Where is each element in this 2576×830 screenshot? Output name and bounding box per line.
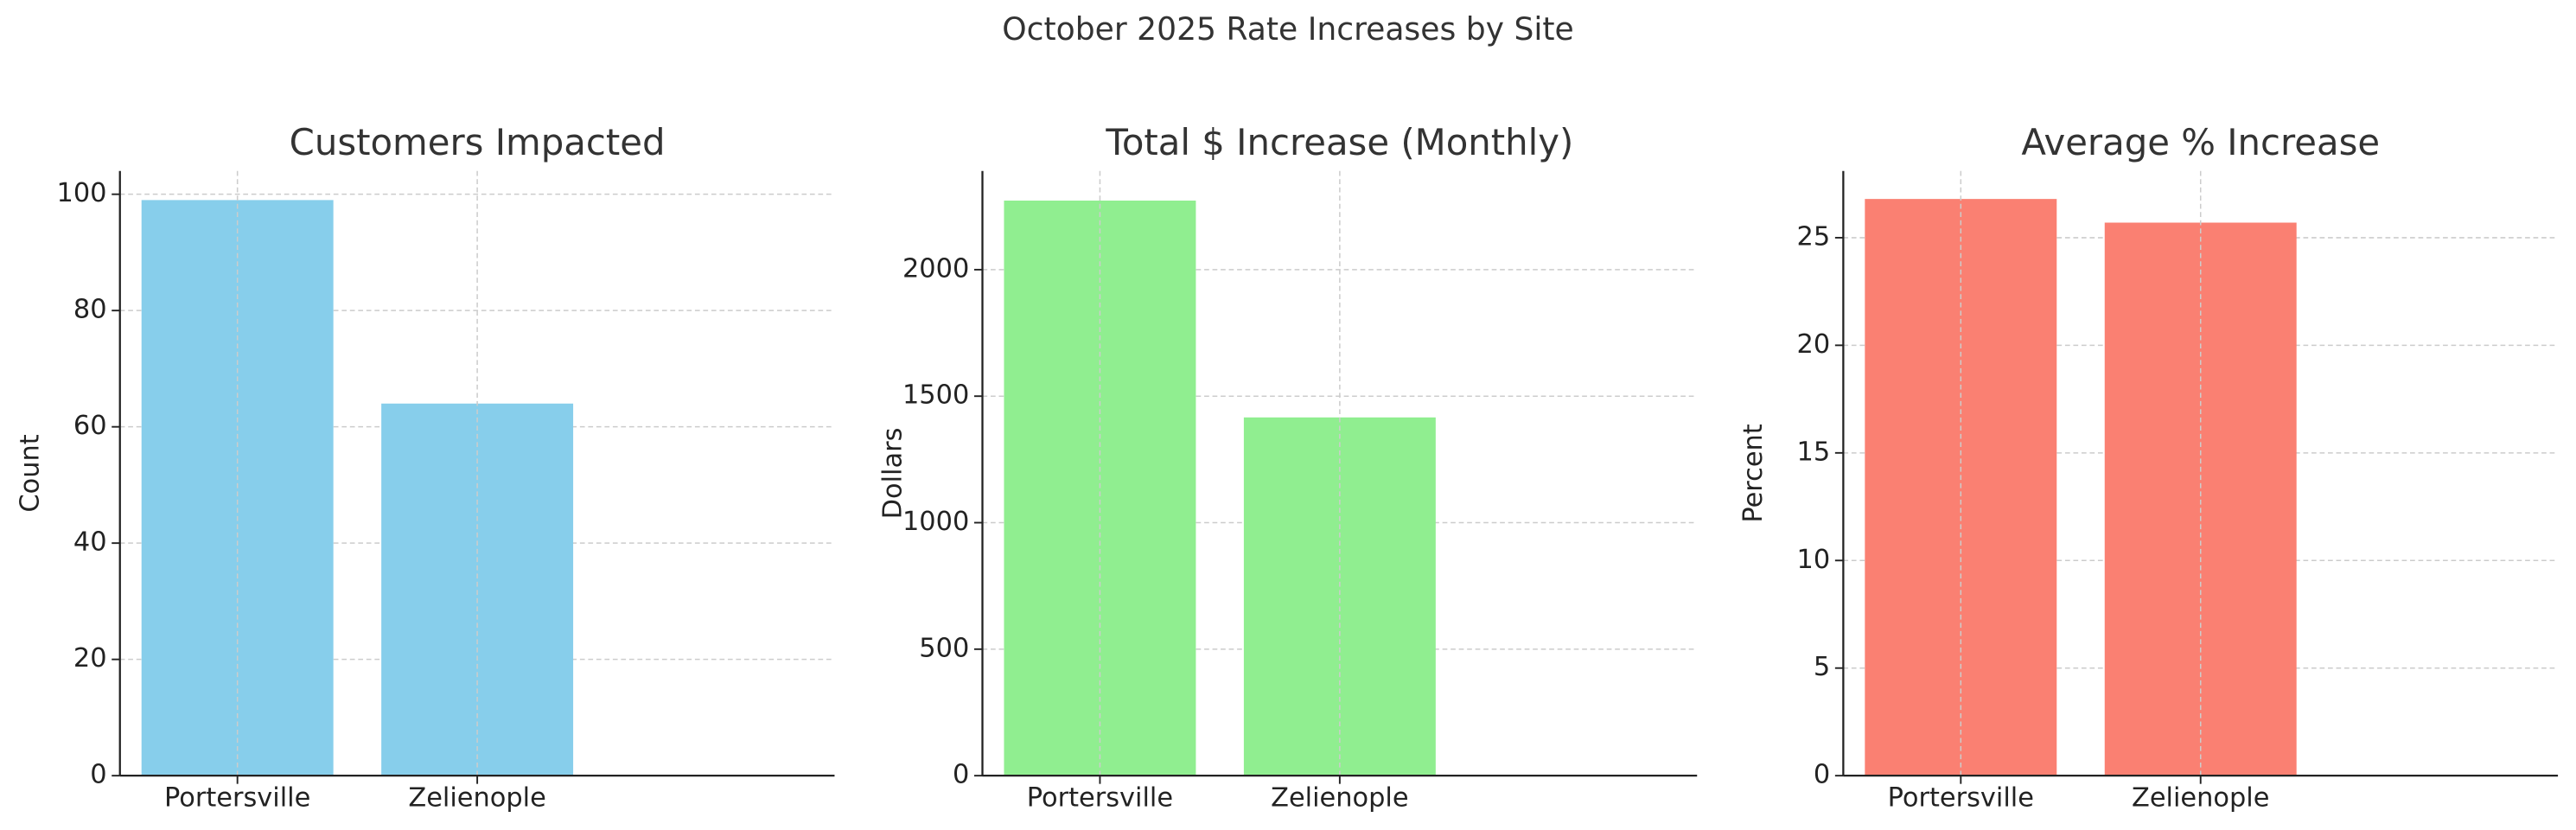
chart-title: Average % Increase [2021,121,2380,163]
y-tick-label: 20 [73,643,107,674]
y-tick-label: 60 [73,411,107,441]
y-tick-label: 0 [1814,760,1830,790]
y-tick-label: 2000 [902,253,969,284]
y-tick-label: 100 [57,178,107,208]
y-axis-label: Count [16,434,46,512]
y-tick-label: 1500 [902,380,969,411]
y-tick-label: 5 [1814,652,1830,682]
chart-title: Customers Impacted [290,121,666,163]
y-tick-label: 25 [1796,221,1830,252]
x-tick-label: Zelienople [408,782,545,813]
x-tick-label: Portersville [1888,782,2034,813]
y-tick-label: 0 [90,760,106,790]
y-tick-label: 15 [1796,437,1830,467]
y-tick-label: 80 [73,295,107,325]
y-tick-label: 0 [953,760,969,790]
y-tick-label: 40 [73,527,107,558]
x-tick-label: Portersville [1027,782,1173,813]
x-tick-label: Zelienople [2132,782,2269,813]
y-axis-label: Dollars [877,428,908,520]
y-tick-label: 10 [1796,545,1830,575]
x-tick-label: Zelienople [1271,782,1408,813]
figure-title: October 2025 Rate Increases by Site [1002,10,1574,48]
y-tick-label: 1000 [902,507,969,537]
chart-title: Total $ Increase (Monthly) [1105,121,1573,163]
y-tick-label: 20 [1796,329,1830,360]
x-tick-label: Portersville [164,782,310,813]
y-tick-label: 500 [919,633,969,663]
y-axis-label: Percent [1738,424,1769,522]
